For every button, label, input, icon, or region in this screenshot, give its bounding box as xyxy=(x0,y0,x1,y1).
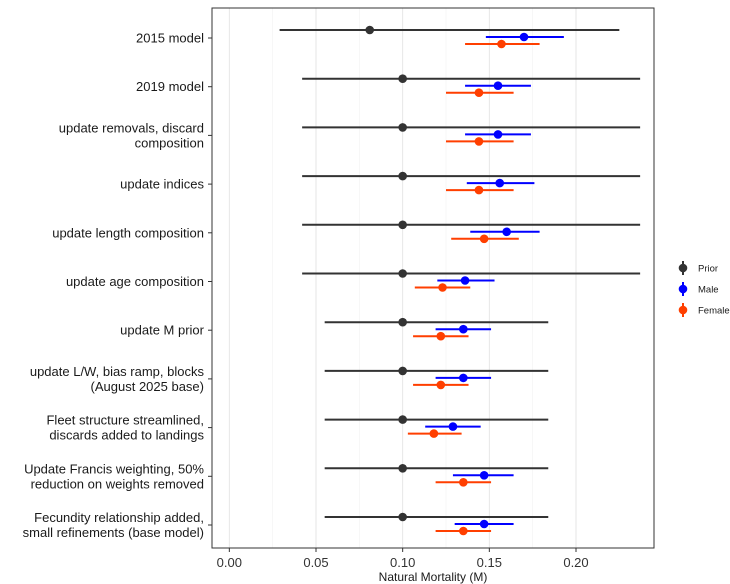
point-estimate xyxy=(459,526,468,536)
x-tick-label: 0.05 xyxy=(303,555,328,570)
point-estimate xyxy=(493,81,503,90)
point-estimate xyxy=(497,39,506,49)
x-tick-label: 0.10 xyxy=(390,555,415,570)
legend-key-male xyxy=(678,282,688,296)
point-estimate xyxy=(448,422,458,431)
legend-key-point xyxy=(678,263,688,273)
point-estimate xyxy=(502,227,511,237)
y-tick-label: small refinements (base model) xyxy=(23,525,204,540)
point-estimate xyxy=(398,366,407,376)
legend-label: Female xyxy=(698,306,730,317)
y-axis-ticks: 2015 model 2019 model update removals, dis… xyxy=(23,31,212,540)
y-tick-label: Update Francis weighting, 50% xyxy=(24,461,204,476)
point-estimate xyxy=(436,331,446,341)
y-tick-label: reduction on weights removed xyxy=(31,476,204,491)
point-estimate xyxy=(398,269,407,278)
gridlines xyxy=(228,8,577,548)
y-tick-label: composition xyxy=(135,135,204,150)
point-estimate xyxy=(398,123,407,132)
point-estimate xyxy=(460,276,470,285)
y-tick-label: 2015 model xyxy=(136,31,204,46)
legend-label: Prior xyxy=(698,264,718,275)
legend-key-female xyxy=(678,303,688,317)
y-tick-label: update L/W, bias ramp, blocks xyxy=(30,364,205,379)
legend-key-point xyxy=(678,284,688,294)
point-estimate xyxy=(495,178,505,188)
point-estimate xyxy=(479,471,489,480)
plot-panel-border xyxy=(211,7,655,549)
plot-panel-background xyxy=(212,8,654,548)
point-estimate xyxy=(398,415,407,424)
point-estimate xyxy=(479,234,489,244)
x-axis-ticks: 0.00 0.05 0.10 0.15 0.20 xyxy=(217,548,589,570)
point-estimate xyxy=(459,373,468,383)
y-tick-label: update M prior xyxy=(120,323,204,338)
series-prior xyxy=(279,25,641,522)
series-male xyxy=(425,32,564,529)
series-marks xyxy=(279,25,641,536)
point-estimate xyxy=(398,317,407,327)
y-tick-label: update indices xyxy=(120,177,204,192)
x-tick-label: 0.20 xyxy=(563,555,588,570)
point-estimate xyxy=(429,429,439,438)
point-estimate xyxy=(479,519,489,529)
legend-key-point xyxy=(678,305,688,315)
y-tick-label: Fecundity relationship added, xyxy=(34,510,204,525)
point-estimate xyxy=(438,283,447,292)
point-estimate xyxy=(398,220,407,230)
y-tick-label: update age composition xyxy=(66,274,204,289)
point-estimate xyxy=(519,32,529,42)
point-estimate xyxy=(365,25,375,35)
y-tick-label: (August 2025 base) xyxy=(91,379,204,394)
x-tick-label: 0.15 xyxy=(477,555,502,570)
point-estimate xyxy=(493,130,503,139)
y-tick-label: update removals, discard xyxy=(59,120,204,135)
point-estimate xyxy=(459,478,468,487)
legend-key-prior xyxy=(678,261,688,275)
y-tick-label: 2019 model xyxy=(136,79,204,94)
point-estimate xyxy=(398,171,407,181)
point-estimate xyxy=(474,137,484,146)
y-tick-label: update length composition xyxy=(52,225,204,240)
legend-label: Male xyxy=(698,285,719,296)
x-axis-title: Natural Mortality (M) xyxy=(379,570,488,584)
y-tick-label: discards added to landings xyxy=(49,428,204,443)
y-tick-label: Fleet structure streamlined, xyxy=(46,413,204,428)
x-tick-label: 0.00 xyxy=(217,555,242,570)
legend: Prior Male Female xyxy=(678,261,730,317)
point-estimate xyxy=(398,464,407,473)
point-estimate xyxy=(398,74,407,83)
point-estimate xyxy=(459,324,468,334)
point-estimate xyxy=(474,185,484,195)
series-female xyxy=(407,39,540,536)
point-estimate xyxy=(398,512,407,522)
point-estimate xyxy=(436,380,446,390)
point-estimate xyxy=(474,88,484,97)
